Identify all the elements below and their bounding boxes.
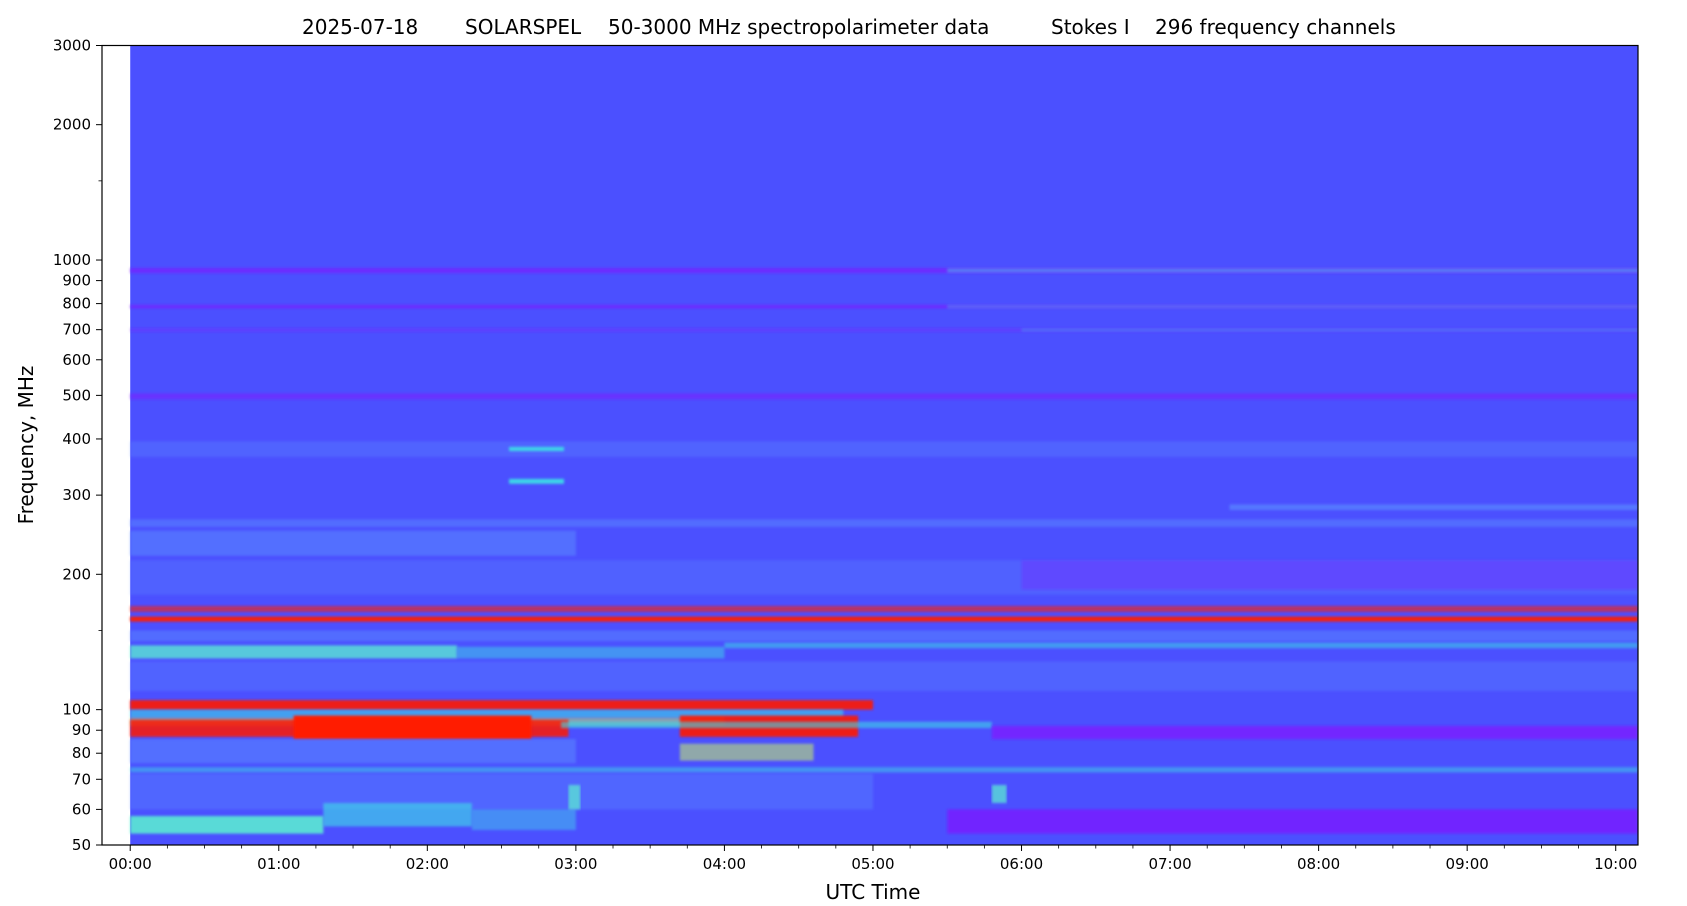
x-tick-label: 07:00 [1148,855,1191,873]
x-tick-label: 00:00 [109,855,152,873]
heatmap-band [130,767,1638,773]
chart-title: 2025-07-18 SOLARSPEL 50-3000 MHz spectro… [302,15,1396,39]
y-tick-label: 2000 [53,116,91,134]
x-tick-label: 08:00 [1297,855,1340,873]
y-tick-label: 200 [62,565,91,583]
y-axis-ticks: 50 60 70 80 90 100 200 300 400 500 600 700 800 900 100… [53,37,102,854]
heatmap-band [947,304,1638,309]
title-instrument: SOLARSPEL [465,15,582,39]
heatmap-band [509,478,564,484]
heatmap-band [561,721,992,729]
heatmap-band [991,784,1007,803]
y-tick-label: 90 [72,721,91,739]
title-description: 50-3000 MHz spectropolarimeter data [608,15,989,39]
heatmap-band [130,441,1638,457]
y-tick-label: 60 [72,800,91,818]
heatmap-band [130,773,873,810]
heatmap-band [724,642,1638,649]
heatmap-band [130,267,1638,274]
heatmap-band [130,700,873,710]
plot-frame [101,44,1639,846]
heatmap-band [130,616,1638,622]
heatmap-band [130,519,1638,527]
x-axis-ticks: 00:00 01:00 02:00 03:00 04:00 05:00 06:00 07:00… [109,845,1637,873]
heatmap-band [130,709,844,718]
heatmap-band [130,530,576,556]
heatmap-band [130,739,576,764]
y-tick-label: 50 [72,836,91,854]
heatmap-band [130,816,324,834]
x-tick-label: 02:00 [406,855,449,873]
title-date: 2025-07-18 [302,15,418,39]
y-tick-label: 500 [62,386,91,404]
heatmap-band [130,630,1638,642]
heatmap-band [130,645,458,659]
y-tick-label: 3000 [53,37,91,55]
y-tick-label: 300 [62,486,91,504]
heatmap-band [130,661,1638,692]
x-tick-label: 10:00 [1594,855,1637,873]
y-axis-label: Frequency, MHz [14,366,38,525]
heatmap-band [509,446,564,452]
title-channels: 296 frequency channels [1155,15,1396,39]
x-tick-label: 09:00 [1446,855,1489,873]
heatmap-band [947,268,1638,273]
y-tick-label: 1000 [53,251,91,269]
heatmap-band [457,646,725,659]
y-tick-label: 600 [62,351,91,369]
x-tick-label: 05:00 [851,855,894,873]
heatmap-band [323,802,472,827]
x-tick-label: 01:00 [257,855,300,873]
y-tick-label: 100 [62,701,91,719]
heatmap-band [679,743,814,761]
heatmap-band [1021,560,1638,590]
x-tick-label: 03:00 [554,855,597,873]
heatmap-band [991,725,1638,740]
heatmap-band [293,715,532,740]
y-tick-label: 80 [72,744,91,762]
y-tick-label: 900 [62,272,91,290]
heatmap-band [471,809,576,830]
y-tick-label: 700 [62,321,91,339]
x-axis-label: UTC Time [826,880,921,904]
title-stokes: Stokes I [1051,15,1130,39]
heatmap-band [1021,328,1638,332]
heatmap-band [568,784,581,810]
heatmap-band [947,809,1638,834]
y-tick-label: 400 [62,430,91,448]
heatmap-band [1229,504,1638,510]
heatmap-band [130,304,1638,309]
spectrogram-heatmap [130,45,1638,845]
x-tick-label: 06:00 [1000,855,1043,873]
y-tick-label: 70 [72,770,91,788]
heatmap-band [130,328,1638,332]
heatmap-band [130,606,1638,612]
heatmap-band [130,393,1638,400]
x-tick-label: 04:00 [703,855,746,873]
y-tick-label: 800 [62,295,91,313]
